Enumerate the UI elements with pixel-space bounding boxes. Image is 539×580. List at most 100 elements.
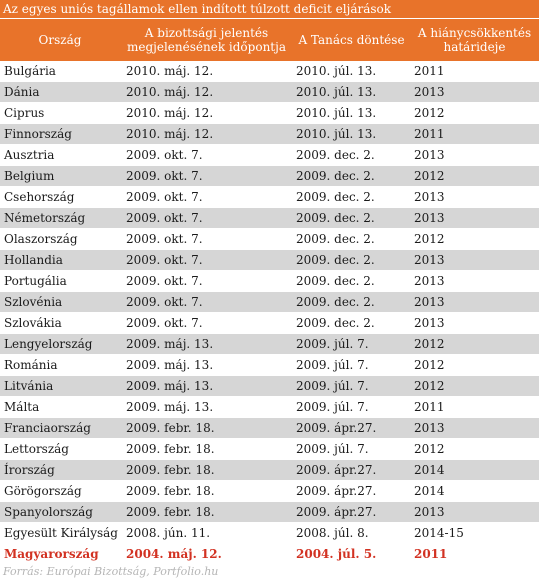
- table-row: Belgium 2009. okt. 7. 2009. dec. 2. 2012: [0, 166, 539, 187]
- cell-deadline: 2014: [414, 484, 445, 498]
- cell-council-decision: 2010. júl. 13.: [296, 106, 377, 120]
- cell-report-date: 2009. okt. 7.: [126, 274, 203, 288]
- table-row: Finnország 2010. máj. 12. 2010. júl. 13. 20…: [0, 124, 539, 145]
- cell-country: Románia: [4, 358, 58, 372]
- cell-council-decision: 2009. júl. 7.: [296, 358, 369, 372]
- cell-report-date: 2009. okt. 7.: [126, 148, 203, 162]
- cell-report-date: 2009. febr. 18.: [126, 421, 215, 435]
- cell-country: Egyesült Királyság: [4, 526, 118, 540]
- cell-deadline: 2013: [414, 505, 445, 519]
- cell-council-decision: 2009. dec. 2.: [296, 211, 375, 225]
- cell-country: Spanyolország: [4, 505, 93, 519]
- cell-deadline: 2012: [414, 169, 445, 183]
- cell-council-decision: 2009. júl. 7.: [296, 442, 369, 456]
- cell-country: Litvánia: [4, 379, 54, 393]
- cell-country: Olaszország: [4, 232, 78, 246]
- table-row: Litvánia 2009. máj. 13. 2009. júl. 7. 2012: [0, 376, 539, 397]
- cell-council-decision: 2009. dec. 2.: [296, 232, 375, 246]
- cell-deadline: 2011: [414, 64, 445, 78]
- table-row: Portugália 2009. okt. 7. 2009. dec. 2. 2013: [0, 271, 539, 292]
- table-row: Olaszország 2009. okt. 7. 2009. dec. 2. 201…: [0, 229, 539, 250]
- table-row: Görögország 2009. febr. 18. 2009. ápr.27. 2…: [0, 481, 539, 502]
- cell-report-date: 2009. máj. 13.: [126, 358, 214, 372]
- cell-report-date: 2009. okt. 7.: [126, 190, 203, 204]
- table-row: Csehország 2009. okt. 7. 2009. dec. 2. 2013: [0, 187, 539, 208]
- cell-council-decision: 2009. ápr.27.: [296, 463, 377, 477]
- cell-deadline: 2013: [414, 85, 445, 99]
- cell-country: Németország: [4, 211, 86, 225]
- cell-deadline: 2013: [414, 253, 445, 267]
- cell-council-decision: 2009. dec. 2.: [296, 295, 375, 309]
- cell-report-date: 2009. máj. 13.: [126, 400, 214, 414]
- cell-report-date: 2009. máj. 13.: [126, 337, 214, 351]
- cell-council-decision: 2009. dec. 2.: [296, 316, 375, 330]
- cell-country: Dánia: [4, 85, 40, 99]
- table-body: Bulgária 2010. máj. 12. 2010. júl. 13. 2011…: [0, 61, 539, 544]
- cell-report-date: 2009. máj. 13.: [126, 379, 214, 393]
- cell-deadline: 2011: [414, 400, 445, 414]
- table-row: Románia 2009. máj. 13. 2009. júl. 7. 2012: [0, 355, 539, 376]
- cell-deadline: 2012: [414, 379, 445, 393]
- cell-report-date: 2009. okt. 7.: [126, 211, 203, 225]
- cell-report-date: 2009. okt. 7.: [126, 316, 203, 330]
- cell-report-date: 2004. máj. 12.: [126, 547, 222, 561]
- cell-report-date: 2009. okt. 7.: [126, 295, 203, 309]
- cell-country: Franciaország: [4, 421, 91, 435]
- cell-report-date: 2010. máj. 12.: [126, 106, 214, 120]
- cell-deadline: 2013: [414, 274, 445, 288]
- cell-council-decision: 2009. dec. 2.: [296, 253, 375, 267]
- cell-report-date: 2009. okt. 7.: [126, 169, 203, 183]
- cell-deadline: 2012: [414, 106, 445, 120]
- table-row: Hollandia 2009. okt. 7. 2009. dec. 2. 2013: [0, 250, 539, 271]
- cell-country: Ausztria: [4, 148, 55, 162]
- cell-council-decision: 2009. júl. 7.: [296, 337, 369, 351]
- cell-country: Görögország: [4, 484, 82, 498]
- cell-deadline: 2013: [414, 190, 445, 204]
- table-row: Bulgária 2010. máj. 12. 2010. júl. 13. 2011: [0, 61, 539, 82]
- cell-country: Bulgária: [4, 64, 56, 78]
- cell-report-date: 2009. okt. 7.: [126, 253, 203, 267]
- cell-country: Portugália: [4, 274, 67, 288]
- table-header: Ország A bizottsági jelentés megjelenésé…: [0, 18, 539, 61]
- cell-country: Lengyelország: [4, 337, 93, 351]
- table-row: Spanyolország 2009. febr. 18. 2009. ápr.27…: [0, 502, 539, 523]
- cell-council-decision: 2009. júl. 7.: [296, 379, 369, 393]
- table-row: Szlovákia 2009. okt. 7. 2009. dec. 2. 2013: [0, 313, 539, 334]
- header-deadline: A hiánycsökkentés határideje: [417, 26, 532, 54]
- cell-country: Magyarország: [4, 547, 99, 561]
- header-country: Ország: [38, 33, 82, 47]
- cell-council-decision: 2004. júl. 5.: [296, 547, 377, 561]
- cell-report-date: 2010. máj. 12.: [126, 127, 214, 141]
- cell-country: Írország: [4, 463, 55, 477]
- cell-deadline: 2013: [414, 295, 445, 309]
- cell-country: Szlovénia: [4, 295, 63, 309]
- cell-council-decision: 2010. júl. 13.: [296, 127, 377, 141]
- cell-country: Szlovákia: [4, 316, 62, 330]
- cell-deadline: 2011: [414, 547, 448, 561]
- cell-council-decision: 2009. dec. 2.: [296, 190, 375, 204]
- cell-deadline: 2013: [414, 316, 445, 330]
- table-row-highlight: Magyarország 2004. máj. 12. 2004. júl. 5…: [0, 544, 539, 564]
- cell-deadline: 2014: [414, 463, 445, 477]
- table-row: Lengyelország 2009. máj. 13. 2009. júl. 7.…: [0, 334, 539, 355]
- cell-report-date: 2009. okt. 7.: [126, 232, 203, 246]
- cell-deadline: 2012: [414, 442, 445, 456]
- cell-council-decision: 2010. júl. 13.: [296, 85, 377, 99]
- cell-council-decision: 2009. ápr.27.: [296, 505, 377, 519]
- cell-country: Finnország: [4, 127, 72, 141]
- table-row: Franciaország 2009. febr. 18. 2009. ápr.27…: [0, 418, 539, 439]
- table-row: Ciprus 2010. máj. 12. 2010. júl. 13. 2012: [0, 103, 539, 124]
- cell-report-date: 2010. máj. 12.: [126, 64, 214, 78]
- source-note: Forrás: Európai Bizottság, Portfolio.hu: [3, 565, 219, 578]
- cell-report-date: 2009. febr. 18.: [126, 463, 215, 477]
- cell-report-date: 2010. máj. 12.: [126, 85, 214, 99]
- table-row: Dánia 2010. máj. 12. 2010. júl. 13. 2013: [0, 82, 539, 103]
- cell-report-date: 2009. febr. 18.: [126, 442, 215, 456]
- cell-deadline: 2013: [414, 421, 445, 435]
- cell-deadline: 2013: [414, 211, 445, 225]
- table-row: Egyesült Királyság 2008. jún. 11. 2008. jú…: [0, 523, 539, 544]
- cell-council-decision: 2009. dec. 2.: [296, 169, 375, 183]
- header-council-decision: A Tanács döntése: [298, 33, 405, 47]
- cell-deadline: 2011: [414, 127, 445, 141]
